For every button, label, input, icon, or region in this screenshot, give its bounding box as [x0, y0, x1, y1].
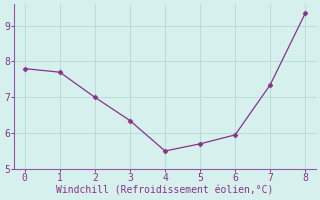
X-axis label: Windchill (Refroidissement éolien,°C): Windchill (Refroidissement éolien,°C)	[56, 186, 274, 196]
